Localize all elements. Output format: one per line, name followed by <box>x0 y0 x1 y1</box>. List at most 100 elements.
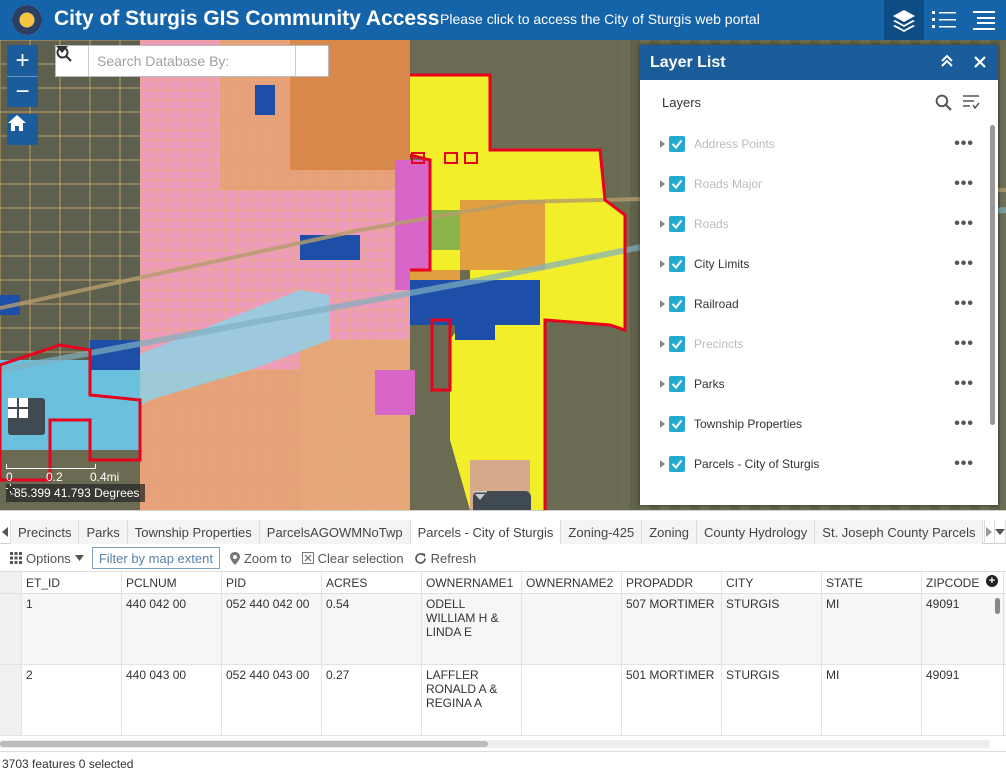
layer-item[interactable]: Roads Major ••• <box>640 165 998 205</box>
more-options-icon[interactable]: ••• <box>954 375 974 392</box>
more-options-icon[interactable]: ••• <box>954 175 974 192</box>
more-options-icon[interactable]: ••• <box>954 455 974 472</box>
expand-arrow-icon[interactable] <box>660 260 665 268</box>
layer-visibility-checkbox[interactable] <box>669 376 685 392</box>
table-tab[interactable]: Parks <box>79 520 128 544</box>
zoom-out-button[interactable]: − <box>7 76 38 107</box>
zoom-to-button[interactable]: Zoom to <box>229 551 292 566</box>
grid-vertical-scrollbar[interactable] <box>995 598 1000 614</box>
table-cell: 2 <box>22 665 122 735</box>
layer-visibility-checkbox[interactable] <box>669 216 685 232</box>
menu-button[interactable] <box>964 0 1004 40</box>
more-options-icon[interactable]: ••• <box>954 135 974 152</box>
tab-scroll-right[interactable] <box>983 520 995 544</box>
tab-list-dropdown[interactable] <box>994 520 1006 544</box>
layer-name: Railroad <box>694 297 739 311</box>
column-header[interactable]: ACRES <box>322 572 422 593</box>
layer-visibility-checkbox[interactable] <box>669 256 685 272</box>
options-menu[interactable]: Options <box>10 551 84 566</box>
table-tab[interactable]: ParcelsAGOWMNoTwp <box>259 520 411 544</box>
zoom-in-button[interactable]: + <box>15 46 30 74</box>
column-header[interactable]: PROPADDR <box>622 572 722 593</box>
table-tab[interactable]: County Hydrology <box>696 520 816 544</box>
column-header[interactable]: ET_ID <box>22 572 122 593</box>
more-options-icon[interactable]: ••• <box>954 335 974 352</box>
column-header[interactable]: PCLNUM <box>122 572 222 593</box>
table-tab[interactable]: Precincts <box>11 520 80 544</box>
layer-visibility-checkbox[interactable] <box>669 176 685 192</box>
refresh-button[interactable]: Refresh <box>414 550 477 566</box>
refresh-label: Refresh <box>430 550 477 566</box>
search-button[interactable] <box>56 46 328 76</box>
grid-header-row: ET_ID PCLNUM PID ACRES OWNERNAME1 OWNERNAME2 P… <box>0 572 1006 594</box>
select-all-cell[interactable] <box>0 572 22 593</box>
app-title: City of Sturgis GIS Community Access <box>54 7 440 30</box>
row-selector[interactable] <box>0 594 22 664</box>
table-row[interactable]: 2 440 043 00 052 440 043 00 0.27 LAFFLER RON… <box>0 665 1006 736</box>
row-selector[interactable] <box>0 665 22 735</box>
column-header[interactable]: CITY <box>722 572 822 593</box>
widget-launcher-button[interactable] <box>8 398 45 435</box>
column-header[interactable]: PID <box>222 572 322 593</box>
tab-scroll-left[interactable] <box>0 520 12 544</box>
layer-item[interactable]: Address Points ••• <box>640 125 998 165</box>
more-options-icon[interactable]: ••• <box>954 255 974 272</box>
layer-rows: Address Points ••• Roads Major ••• Roads ••• C… <box>640 125 998 485</box>
column-header[interactable]: OWNERNAME2 <box>522 572 622 593</box>
layer-name: Parks <box>694 377 725 391</box>
layer-list-scrollbar[interactable] <box>990 125 995 425</box>
filter-by-extent-button[interactable]: Filter by map extent <box>91 547 220 569</box>
expand-arrow-icon[interactable] <box>660 140 665 148</box>
add-column-button[interactable]: + <box>986 575 998 587</box>
table-tab[interactable]: Zoning <box>642 520 697 544</box>
legend-button[interactable] <box>924 0 964 40</box>
more-options-icon[interactable]: ••• <box>954 415 974 432</box>
more-options-icon[interactable]: ••• <box>954 295 974 312</box>
table-tab[interactable]: Parcels - City of Sturgis <box>410 520 562 544</box>
expand-arrow-icon[interactable] <box>660 340 665 348</box>
table-cell: ODELL WILLIAM H & LINDA E <box>422 594 522 664</box>
home-button[interactable] <box>7 114 38 145</box>
layer-item[interactable]: Railroad ••• <box>640 285 998 325</box>
layer-item[interactable]: City Limits ••• <box>640 245 998 285</box>
crosshair-icon[interactable] <box>6 484 15 493</box>
layer-list-button[interactable] <box>884 0 924 40</box>
more-options-icon[interactable]: ••• <box>954 215 974 232</box>
grid-horizontal-scrollbar[interactable] <box>0 740 990 748</box>
layer-visibility-checkbox[interactable] <box>669 456 685 472</box>
close-panel-button[interactable] <box>974 53 986 73</box>
layer-item[interactable]: Parks ••• <box>640 365 998 405</box>
table-tab[interactable]: St. Joseph County Parcels <box>815 520 984 544</box>
layer-item[interactable]: Township Properties ••• <box>640 405 998 445</box>
expand-arrow-icon[interactable] <box>660 420 665 428</box>
expand-arrow-icon[interactable] <box>660 300 665 308</box>
table-row[interactable]: 1 440 042 00 052 440 042 00 0.54 ODELL WILLI… <box>0 594 1006 665</box>
layer-item[interactable]: Parcels - City of Sturgis ••• <box>640 445 998 485</box>
table-tab[interactable]: Township Properties <box>127 520 260 544</box>
layer-list-panel: Layer List Layers Address Points ••• Roads… <box>640 45 998 505</box>
search-input[interactable] <box>89 46 295 76</box>
table-tab[interactable]: Zoning-425 <box>561 520 643 544</box>
attribute-table-toggle[interactable] <box>473 491 531 510</box>
city-logo <box>12 5 42 35</box>
layer-visibility-checkbox[interactable] <box>669 336 685 352</box>
layer-name: Precincts <box>694 337 744 351</box>
layer-options-button[interactable] <box>962 94 980 115</box>
column-header[interactable]: OWNERNAME1 <box>422 572 522 593</box>
layer-item[interactable]: Precincts ••• <box>640 325 998 365</box>
portal-link[interactable]: Please click to access the City of Sturg… <box>440 11 760 27</box>
expand-arrow-icon[interactable] <box>660 460 665 468</box>
column-header[interactable]: ZIPCODE <box>922 572 1004 593</box>
layer-search-button[interactable] <box>935 94 952 116</box>
clear-selection-icon <box>301 552 314 564</box>
collapse-panel-button[interactable] <box>940 54 954 73</box>
layer-visibility-checkbox[interactable] <box>669 416 685 432</box>
clear-selection-button[interactable]: Clear selection <box>301 551 404 566</box>
expand-arrow-icon[interactable] <box>660 180 665 188</box>
layer-visibility-checkbox[interactable] <box>669 296 685 312</box>
layer-item[interactable]: Roads ••• <box>640 205 998 245</box>
layer-visibility-checkbox[interactable] <box>669 136 685 152</box>
expand-arrow-icon[interactable] <box>660 380 665 388</box>
column-header[interactable]: STATE <box>822 572 922 593</box>
expand-arrow-icon[interactable] <box>660 220 665 228</box>
